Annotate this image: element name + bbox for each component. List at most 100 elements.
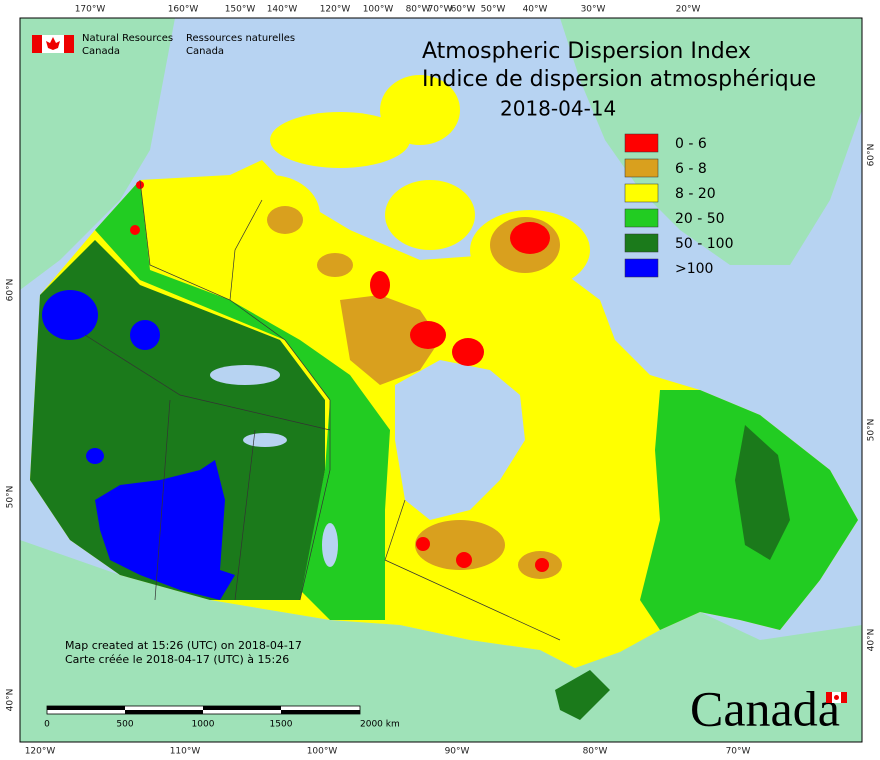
agency-fr: Canada — [186, 46, 224, 57]
scale-label: 500 — [116, 720, 133, 730]
graticule-label: 70°W — [726, 747, 751, 757]
agency-en: Natural Resources — [82, 33, 173, 44]
zone-red — [136, 181, 144, 189]
scale-bar-seg — [47, 706, 125, 710]
zone-darkgreen-east — [735, 425, 790, 560]
zone-blue — [130, 320, 160, 350]
zone-green — [95, 180, 390, 620]
scale-labels: 0 500 1000 1500 2000 km — [44, 720, 400, 730]
legend-label: 8 - 20 — [675, 186, 716, 202]
flag-leaf — [834, 695, 839, 700]
graticule-label: 60°W — [451, 5, 476, 15]
lake — [322, 523, 338, 567]
legend-label: 6 - 8 — [675, 161, 707, 177]
graticule-label: 120°W — [25, 747, 56, 757]
graticule-label: 100°W — [363, 5, 394, 15]
flag-bar — [841, 692, 847, 703]
legend-swatch — [624, 133, 659, 153]
legend-swatch — [624, 258, 659, 278]
zone-blue — [95, 460, 235, 600]
graticule-label: 140°W — [267, 5, 298, 15]
graticule-label: 20°W — [676, 5, 701, 15]
greenland — [560, 18, 862, 265]
map-body — [20, 18, 862, 742]
lake — [243, 433, 287, 447]
flag-leaf — [46, 37, 60, 50]
graticule-label: 100°W — [307, 747, 338, 757]
hudson-bay — [395, 360, 525, 520]
graticule-label: 80°W — [583, 747, 608, 757]
flag-bar — [826, 692, 832, 703]
agency-en: Canada — [82, 46, 120, 57]
graticule-label: 60°N — [6, 279, 16, 302]
graticule-label: 110°W — [170, 747, 201, 757]
zone-red — [535, 558, 549, 572]
title: Atmospheric Dispersion Index — [422, 39, 751, 64]
scale-bar-seg — [281, 710, 360, 714]
graticule-label: 50°N — [867, 419, 877, 442]
boundary — [139, 179, 331, 601]
agency-fr: Ressources naturelles — [186, 33, 295, 44]
zone-red — [130, 225, 140, 235]
flag-bar — [32, 35, 42, 53]
zone-orange — [317, 253, 353, 277]
zone-red — [456, 552, 472, 568]
graticule-label: 120°W — [320, 5, 351, 15]
legend-label: 50 - 100 — [675, 236, 734, 252]
header: Natural Resources Canada Ressources natu… — [32, 33, 295, 57]
graticule-label: 50°W — [481, 5, 506, 15]
graticule-label: 30°W — [581, 5, 606, 15]
boundary — [229, 199, 263, 301]
zone-orange — [340, 295, 440, 385]
scale-bar-seg — [125, 710, 203, 714]
scale-label: 2000 km — [360, 720, 400, 730]
scale-label: 1000 — [192, 720, 215, 730]
zone-blue — [42, 290, 98, 340]
graticule-label: 50°N — [6, 486, 16, 509]
legend-label: 20 - 50 — [675, 211, 725, 227]
legend-swatch — [624, 183, 659, 203]
note: Map created at 15:26 (UTC) on 2018-04-17 — [65, 639, 302, 652]
legend: 0 - 6 6 - 8 8 - 20 20 - 50 50 - 100 >100 — [624, 133, 734, 278]
arctic-island — [380, 75, 460, 145]
legend-label: 0 - 6 — [675, 136, 707, 152]
lake — [210, 365, 280, 385]
arctic-island — [385, 180, 475, 250]
map-frame — [19, 17, 863, 743]
zone-red — [452, 338, 484, 366]
zone-red — [510, 222, 550, 254]
graticule-label: 40°N — [867, 629, 877, 652]
united-states — [20, 540, 862, 742]
zone-darkgreen-on — [555, 670, 610, 720]
graticule-label: 150°W — [225, 5, 256, 15]
boundary — [234, 429, 256, 601]
zone-red — [370, 271, 390, 299]
flag-bar — [64, 35, 74, 53]
scale-label: 0 — [44, 720, 50, 730]
graticule-label: 70°W — [428, 5, 453, 15]
zone-blue — [86, 448, 104, 464]
note: Carte créée le 2018-04-17 (UTC) à 15:26 — [65, 653, 289, 666]
scale-bar-seg — [203, 706, 281, 710]
legend-swatch — [624, 233, 659, 253]
zone-red — [410, 321, 446, 349]
legend-swatch — [624, 158, 659, 178]
graticule-label: 160°W — [168, 5, 199, 15]
alaska — [20, 18, 175, 290]
scale-bar — [46, 705, 361, 715]
graticule-labels: 170°W 160°W 150°W 140°W 120°W 100°W 80°W70°W60… — [6, 5, 877, 757]
zone-orange — [415, 520, 505, 570]
boundary — [384, 499, 561, 641]
scale-label: 1500 — [270, 720, 293, 730]
graticule-label: 170°W — [75, 5, 106, 15]
wordmark-text: Canada — [690, 680, 840, 736]
legend-swatch — [624, 208, 659, 228]
date: 2018-04-14 — [500, 97, 616, 121]
boundary — [84, 334, 331, 431]
graticule-label: 60°N — [867, 144, 877, 167]
graticule-label: 40°N — [6, 689, 16, 712]
zone-orange — [267, 206, 303, 234]
graticule-label: 40°W — [523, 5, 548, 15]
title: Indice de dispersion atmosphérique — [422, 67, 816, 92]
